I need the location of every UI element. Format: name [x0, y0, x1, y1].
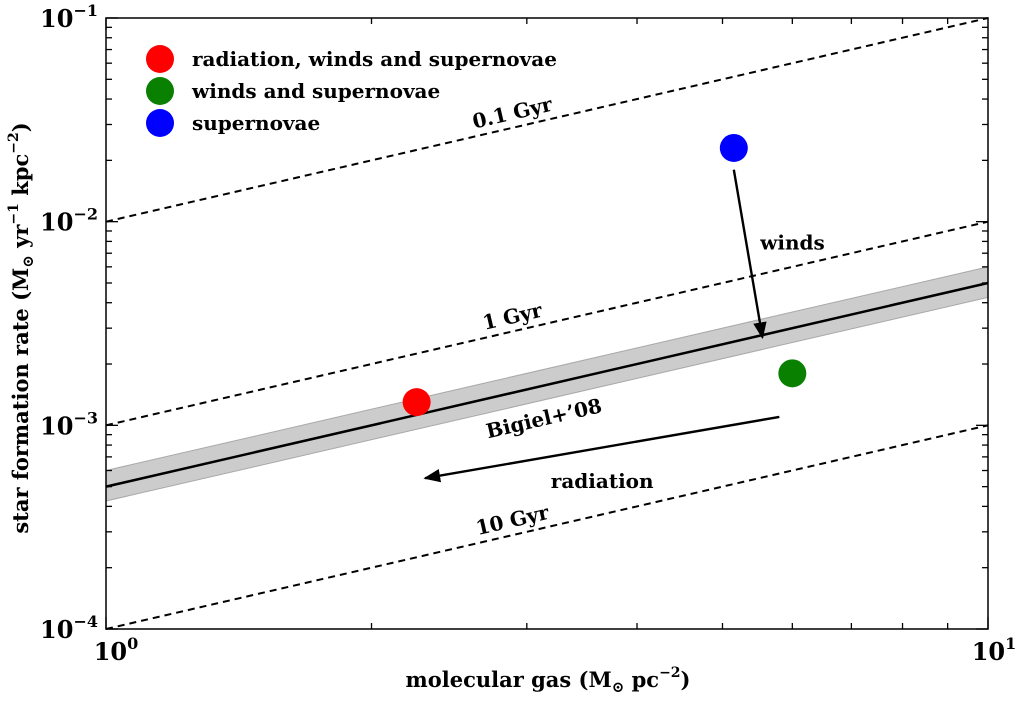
- depletion-line-0: [105, 17, 989, 223]
- ticks-layer: 100 101 10−4 10−3 10−2 10−1: [40, 1, 1016, 666]
- data-point-0: [402, 388, 431, 417]
- legend: radiation, winds and supernovae winds and…: [146, 45, 557, 137]
- lines-layer: [105, 17, 989, 630]
- x-axis-title: molecular gas (M⊙ pc−2): [406, 665, 691, 696]
- legend-marker-1: [146, 77, 174, 105]
- depletion-label-2: 10 Gyr: [473, 500, 551, 540]
- arrow-label-1: radiation: [551, 469, 654, 493]
- legend-label-0: radiation, winds and supernovae: [192, 47, 557, 71]
- legend-label-2: supernovae: [192, 111, 320, 135]
- legend-marker-0: [146, 45, 174, 73]
- y-tick-label-3: 10−1: [40, 1, 98, 33]
- depletion-label-1: 1 Gyr: [480, 298, 544, 335]
- relation-line: [105, 281, 989, 488]
- y-tick-label-0: 10−4: [40, 612, 98, 644]
- legend-marker-2: [146, 109, 174, 137]
- arrow-0: [732, 169, 767, 340]
- points-layer: [402, 133, 807, 417]
- arrow-label-0: winds: [759, 231, 825, 255]
- x-tick-label-1: 101: [972, 634, 1017, 666]
- legend-label-1: winds and supernovae: [191, 79, 440, 103]
- arrow-1: [423, 415, 780, 483]
- y-tick-label-1: 10−3: [40, 408, 98, 440]
- depletion-label-0: 0.1 Gyr: [470, 92, 555, 134]
- arrows-layer: [423, 169, 780, 483]
- y-tick-label-2: 10−2: [40, 205, 98, 237]
- plot-frame: [105, 17, 989, 630]
- data-point-1: [778, 359, 807, 388]
- depletion-line-1: [105, 220, 989, 427]
- x-tick-label-0: 100: [94, 634, 139, 666]
- depletion-line-2: [105, 424, 989, 630]
- y-axis-title: star formation rate (M⊙ yr−1 kpc−2): [6, 122, 37, 533]
- data-point-2: [719, 133, 748, 162]
